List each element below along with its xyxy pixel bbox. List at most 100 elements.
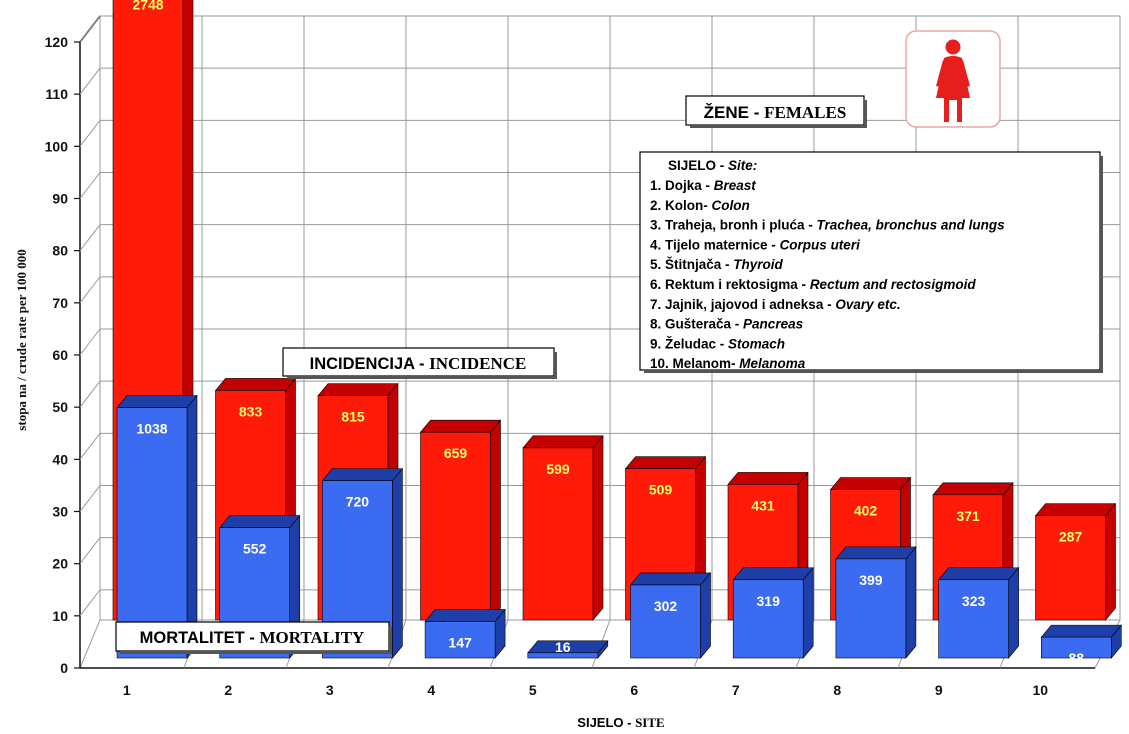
bar-top [932,482,1014,496]
bar-front [1041,636,1112,659]
bar-top [522,435,604,449]
bar-value-label: 552 [243,541,267,557]
x-tick-label: 5 [529,682,537,698]
female-icon [905,30,1001,128]
site-legend-item-en: Colon [712,198,750,213]
bar-top [624,456,707,470]
x-tick-label: 7 [732,682,740,698]
gridline [79,15,1120,43]
x-tick-label: 9 [935,682,943,698]
incidence-label-en: INCIDENCE [429,354,526,373]
site-legend-item-en: Pancreas [743,317,804,332]
incidence-label-box: INCIDENCIJA - INCIDENCE [282,347,557,379]
site-legend-item-main: 10. Melanom- [650,356,739,371]
site-legend-item-main: 1. Dojka - [650,178,714,193]
y-tick-label: 80 [52,243,68,259]
x-tick-label: 8 [833,682,841,698]
bar: 16 [527,639,609,659]
bar-top [317,383,399,396]
bar-value-label: 399 [859,572,883,588]
bar-top [1040,624,1122,638]
site-legend-item-en: Breast [714,178,757,193]
bar-front [116,407,188,659]
bar-value-label: 833 [239,403,263,419]
bar-side [592,435,604,621]
site-legend-item-en: Thyroid [733,257,783,272]
site-legend-item-en: Stomach [728,336,785,351]
site-legend-item-main: 4. Tijelo maternice - [650,237,780,252]
bar-value-label: 720 [346,494,370,510]
bar-top [1034,503,1117,516]
x-tick-label: 10 [1032,682,1048,698]
bar: 659 [419,419,502,621]
site-legend-item-en: Trachea, bronchus and lungs [817,218,1006,233]
site-legend-item-en: Ovary etc. [835,297,900,312]
y-tick-label: 0 [60,660,68,676]
bar-top [214,378,297,391]
incidence-label-main: INCIDENCIJA - [310,355,429,373]
site-legend-item-main: 6. Rektum i rektosigma - [650,277,810,292]
site-legend-title-en: Site: [728,158,757,173]
x-axis-title-main: SIJELO - [577,715,635,730]
bar-side [700,572,711,659]
bar-top [321,468,404,481]
mortality-label-en: MORTALITY [259,628,364,647]
site-legend-title: SIJELO - Site: [668,158,757,173]
bar-value-label: 1038 [136,421,167,437]
x-tick-label: 4 [427,682,435,698]
gridline [79,432,1120,460]
site-legend-item-en: Rectum and rectosigmoid [810,277,977,292]
bar-value-label: 302 [654,598,678,614]
bar-top [419,419,502,433]
bar-front [732,579,804,659]
site-legend-item-main: 9. Želudac - [650,336,728,351]
bar-top [937,567,1020,581]
svg-text:MORTALITET - MORTALITY: MORTALITET - MORTALITY [140,628,365,647]
bar-top [829,477,912,490]
y-tick-label: 30 [52,504,68,520]
y-axis-title: stopa na / crude rate per 100 000 [14,249,29,430]
y-tick-label: 50 [52,399,68,415]
x-tick-label: 3 [326,682,334,698]
site-legend-item: 1. Dojka - Breast [650,178,756,193]
y-axis-ticks: 0 10 20 30 40 50 60 70 80 90 100 110 120 [45,34,80,676]
gender-label-main: ŽENE - [704,103,764,122]
bar-side [802,566,814,659]
bars: 2748 833 815 659 599 509 431 402 371 287 1038 552 72… [112,0,1122,666]
mortality-label-box: MORTALITET - MORTALITY [115,621,392,654]
bar-value-label: 402 [854,503,878,519]
site-legend-title-main: SIJELO - [668,158,728,173]
x-axis-ticks: 1 2 3 4 5 6 7 8 9 10 [123,682,1048,698]
x-tick-label: 1 [123,682,131,698]
bar-top [835,546,917,560]
site-legend-item: 7. Jajnik, jajovod i adneksa - Ovary etc… [650,297,901,312]
bar-value-label: 287 [1059,529,1083,545]
y-tick-label: 40 [52,451,68,467]
bar-front [522,447,594,621]
bar: 319 [732,566,814,659]
x-axis-title: SIJELO - SITE [577,715,664,730]
bar-front [527,652,599,659]
site-legend-item: 3. Traheja, bronh i pluća - Trachea, bro… [650,218,1005,233]
bar-value-label: 659 [444,445,468,461]
bar-value-label: 147 [448,634,472,650]
bar-side [186,394,198,659]
y-tick-label: 110 [45,86,68,102]
x-axis-title-en: SITE [635,715,665,730]
bar: 88 [1040,624,1122,666]
site-legend-item-main: 2. Kolon- [650,198,712,213]
bar-value-label: 371 [956,508,980,524]
bar-value-label: 88 [1069,650,1085,666]
site-legend-item-main: 5. Štitnjača - [650,257,733,272]
bar: 147 [424,608,506,659]
bar-value-label: 323 [962,593,986,609]
bar-value-label: 319 [757,593,781,609]
y-tick-label: 10 [52,608,68,624]
y-tick-label: 20 [52,556,68,572]
mortality-label-main: MORTALITET - [140,629,260,647]
bar-top [732,567,814,581]
bar-value-label: 509 [649,482,673,498]
bar-side [392,467,403,659]
bar-front [424,621,496,659]
bar: 323 [937,566,1020,659]
